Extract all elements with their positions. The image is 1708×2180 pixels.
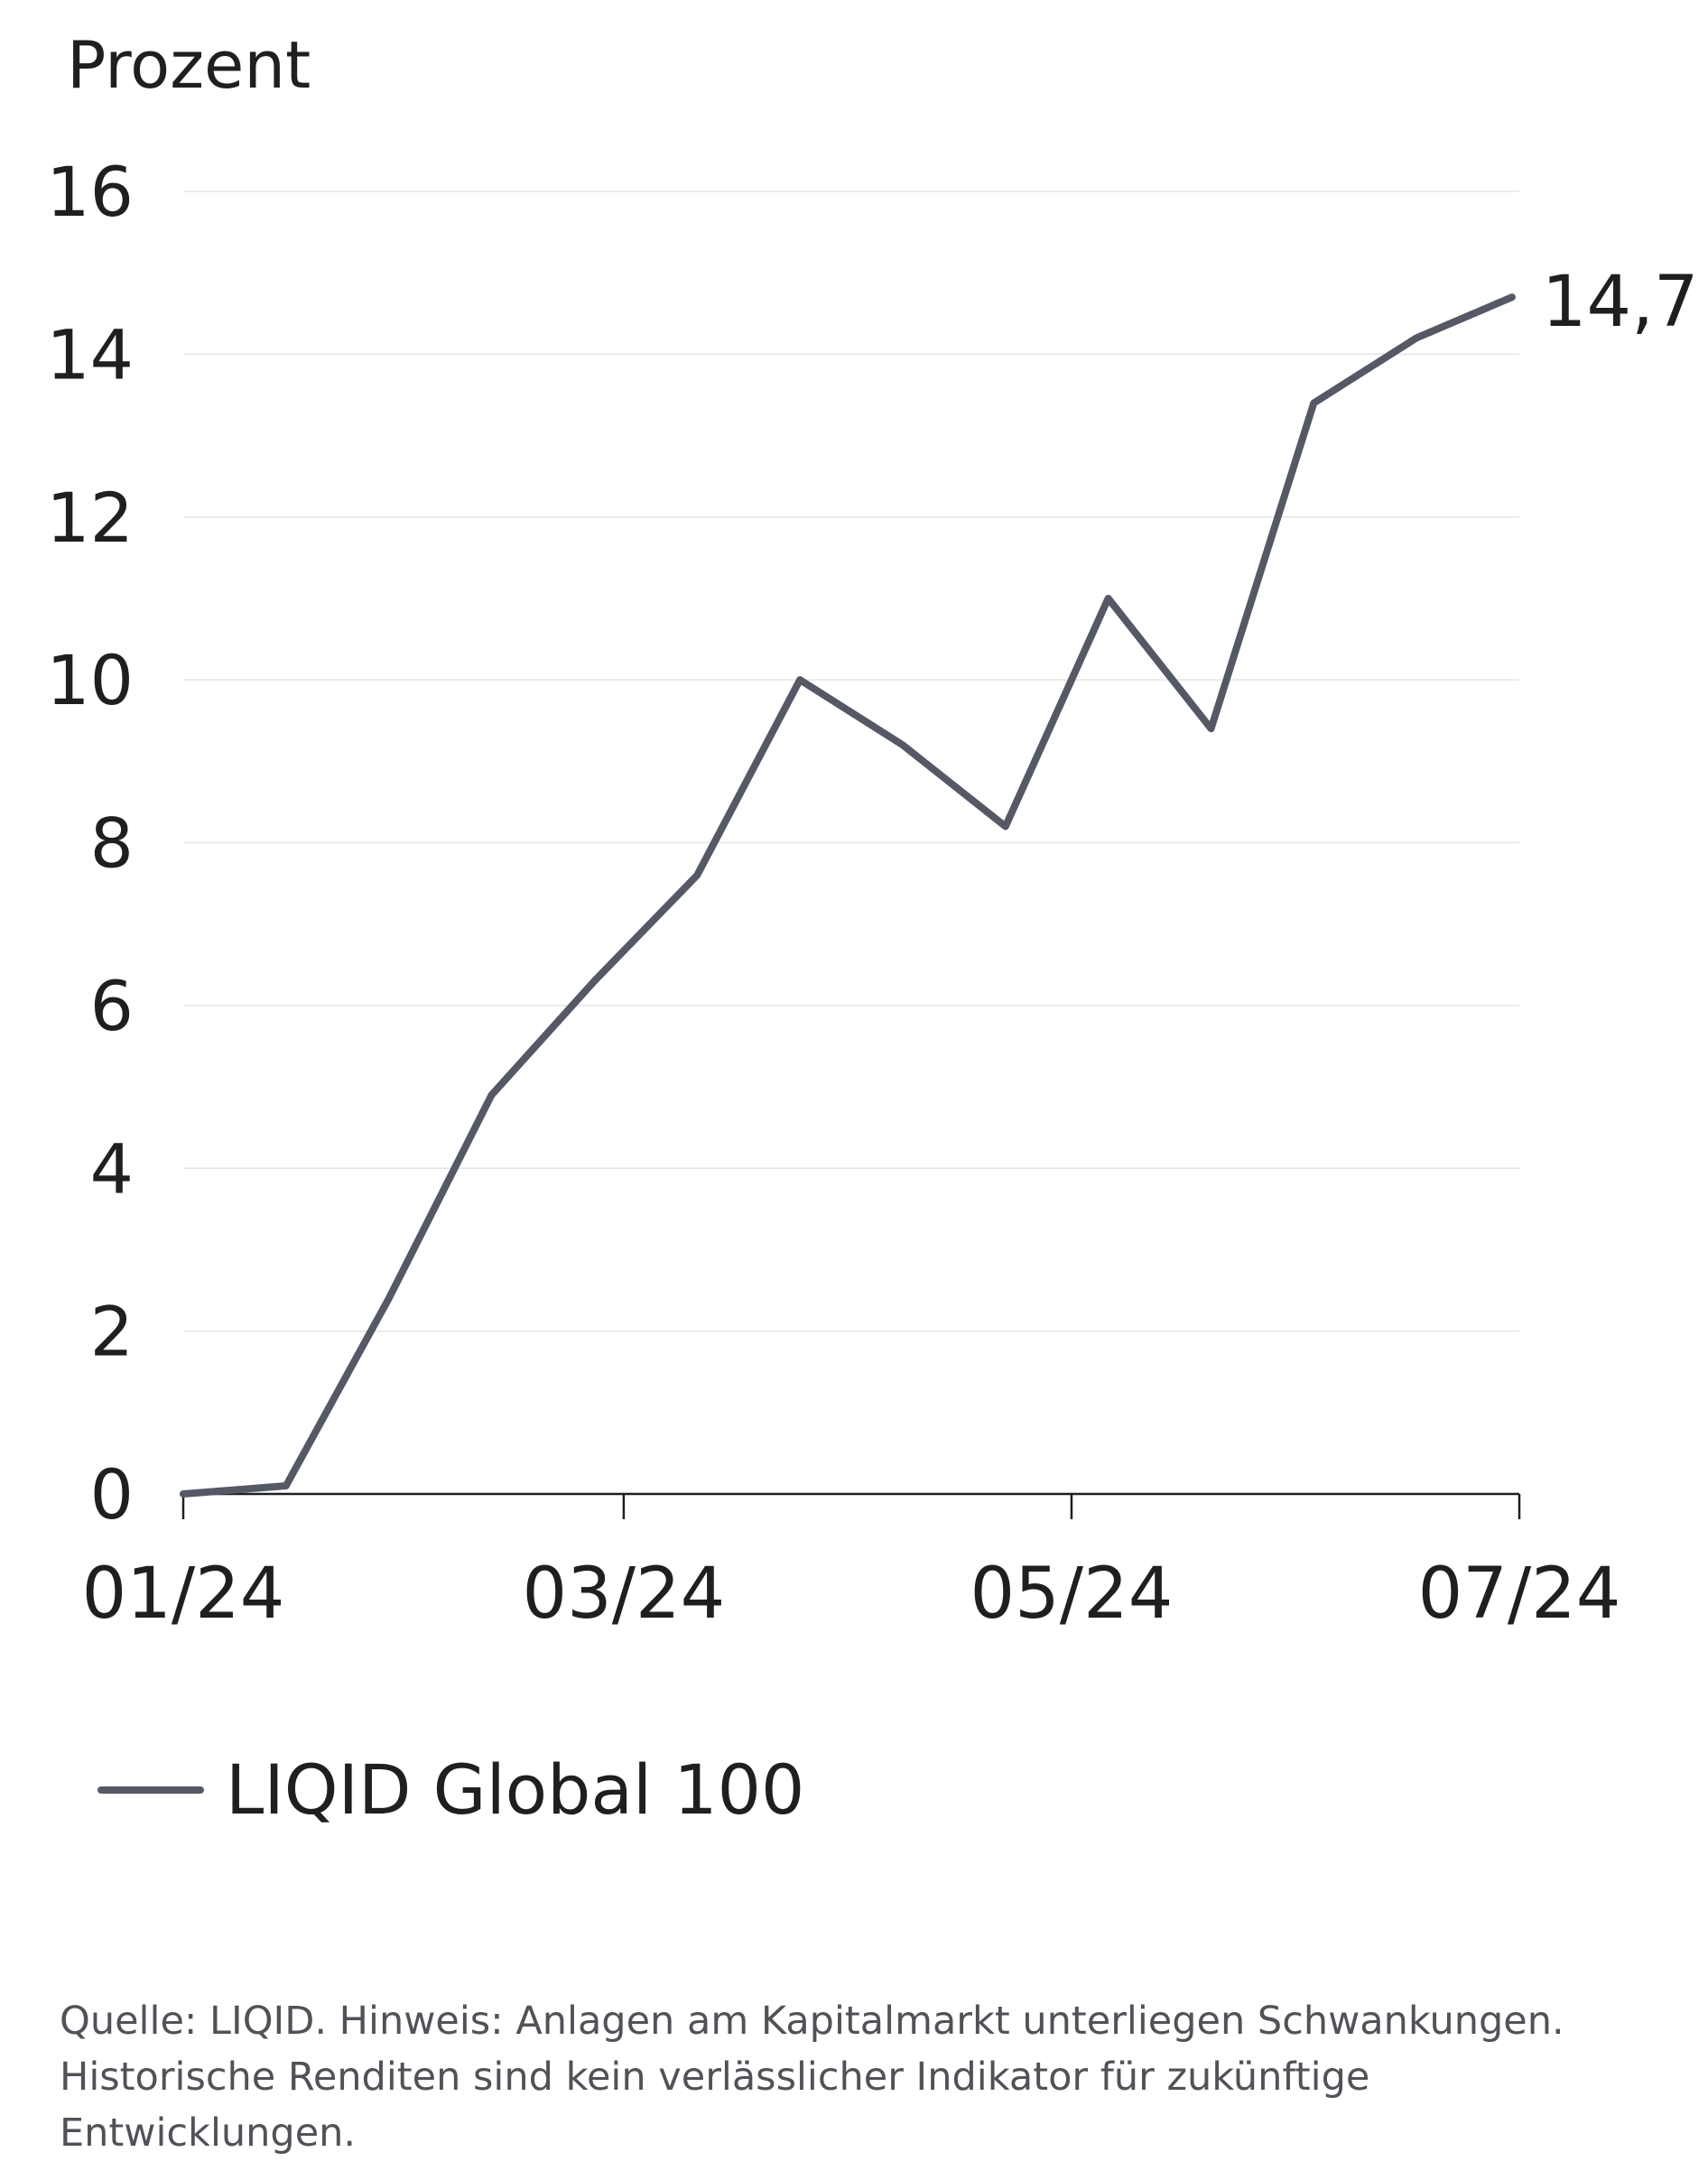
footnote: Quelle: LIQID. Hinweis: Anlagen am Kapit… (60, 1999, 1564, 2156)
x-tick-label: 01/24 (82, 1554, 285, 1635)
series-line (180, 293, 1516, 1498)
end-value-label: 14,7 (1542, 262, 1699, 343)
y-tick-label: 8 (90, 803, 134, 884)
y-tick-label: 10 (46, 640, 134, 720)
x-tick-label: 07/24 (1418, 1554, 1621, 1635)
y-tick-label: 2 (90, 1292, 134, 1372)
legend-swatch (97, 1786, 204, 1794)
y-tick-label: 14 (46, 314, 134, 394)
legend: LIQID Global 100 (97, 1756, 804, 1824)
y-tick-label: 6 (90, 966, 134, 1046)
y-tick-label: 16 (46, 152, 134, 232)
x-tick-label: 03/24 (523, 1554, 726, 1635)
y-tick-label: 0 (90, 1454, 134, 1535)
x-tick-label: 05/24 (970, 1554, 1174, 1635)
y-tick-label: 4 (90, 1128, 134, 1209)
y-axis-label: Prozent (67, 27, 311, 103)
y-tick-label: 12 (46, 478, 134, 558)
line-chart: 0 2 4 6 8 10 12 14 16 01/24 03/24 05/24 07/24 14,7 (46, 152, 1699, 1635)
legend-label: LIQID Global 100 (226, 1749, 805, 1830)
